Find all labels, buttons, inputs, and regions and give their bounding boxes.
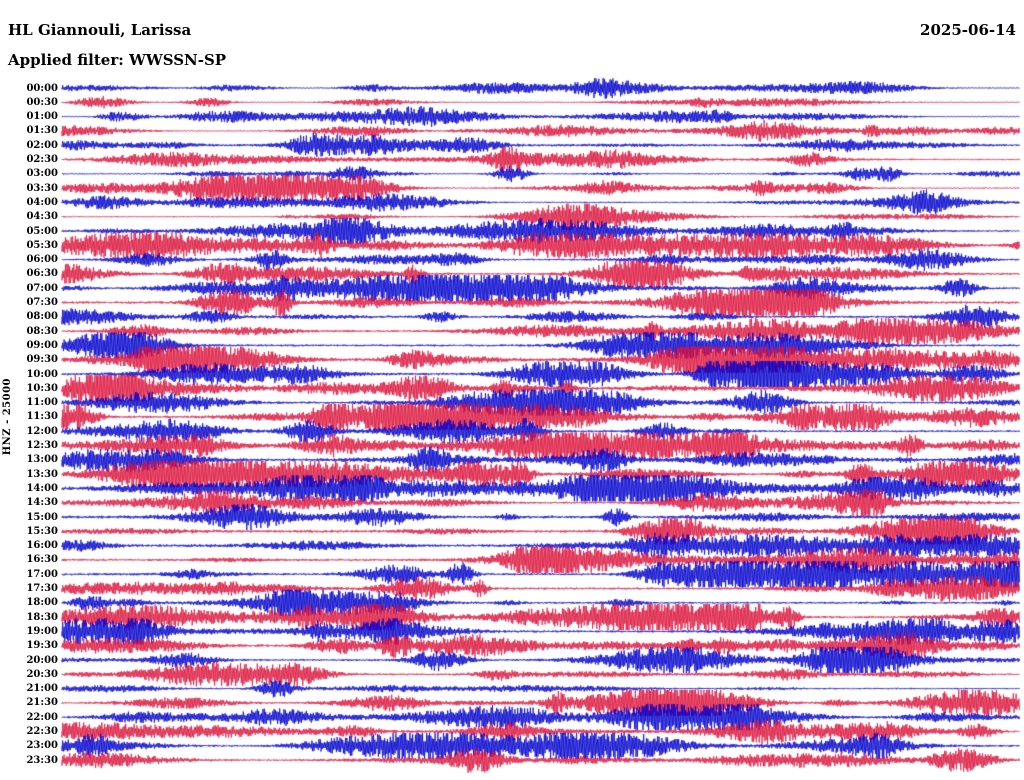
time-label: 17:00	[26, 568, 58, 580]
time-label: 22:30	[26, 726, 58, 737]
time-label: 07:00	[26, 282, 58, 294]
time-label: 01:30	[26, 125, 58, 137]
time-label: 21:00	[26, 683, 58, 695]
time-label: 12:00	[26, 425, 58, 437]
time-label: 00:00	[26, 82, 58, 94]
time-label: 10:00	[26, 368, 58, 380]
time-label: 22:00	[26, 711, 58, 723]
time-label: 06:00	[26, 254, 58, 266]
time-label: 08:00	[26, 311, 58, 323]
time-label: 04:30	[26, 211, 58, 223]
time-label: 16:00	[26, 540, 58, 552]
time-label: 11:00	[26, 397, 58, 409]
time-label: 05:30	[26, 239, 58, 251]
time-label: 02:00	[26, 139, 58, 151]
time-label: 18:30	[26, 611, 58, 623]
time-label: 21:30	[26, 697, 58, 709]
time-label: 19:30	[26, 640, 58, 652]
time-label: 15:30	[26, 525, 58, 537]
time-label: 23:30	[26, 754, 58, 766]
time-label: 09:00	[26, 339, 58, 351]
time-label: 14:30	[26, 497, 58, 509]
time-label: 11:30	[26, 411, 58, 423]
time-label: 20:30	[26, 668, 58, 680]
time-label: 09:30	[26, 354, 58, 366]
time-label: 16:30	[26, 554, 58, 566]
time-label: 08:30	[26, 325, 58, 337]
time-label: 02:30	[26, 154, 58, 165]
time-label: 17:30	[26, 583, 58, 594]
time-label: 18:00	[26, 597, 58, 609]
time-label: 05:00	[26, 225, 58, 237]
time-label: 14:00	[26, 482, 58, 494]
time-label: 19:00	[26, 625, 58, 637]
time-label: 04:00	[26, 196, 58, 208]
time-label: 23:00	[26, 740, 58, 752]
time-label: 15:00	[26, 511, 58, 523]
station-title: HL Giannouli, Larissa	[8, 21, 192, 39]
header-date: 2025-06-14	[920, 21, 1016, 39]
time-label: 06:30	[26, 268, 58, 280]
filter-label: Applied filter: WWSSN-SP	[8, 51, 227, 69]
time-label: 03:30	[26, 182, 58, 194]
time-label: 10:30	[26, 382, 58, 394]
time-label: 07:30	[26, 297, 58, 308]
time-label: 00:30	[26, 96, 58, 108]
time-label: 13:30	[26, 468, 58, 480]
time-label: 12:30	[26, 440, 58, 451]
time-label: 20:00	[26, 654, 58, 666]
time-label: 01:00	[26, 111, 58, 123]
time-label: 13:00	[26, 454, 58, 466]
time-label: 03:00	[26, 168, 58, 180]
